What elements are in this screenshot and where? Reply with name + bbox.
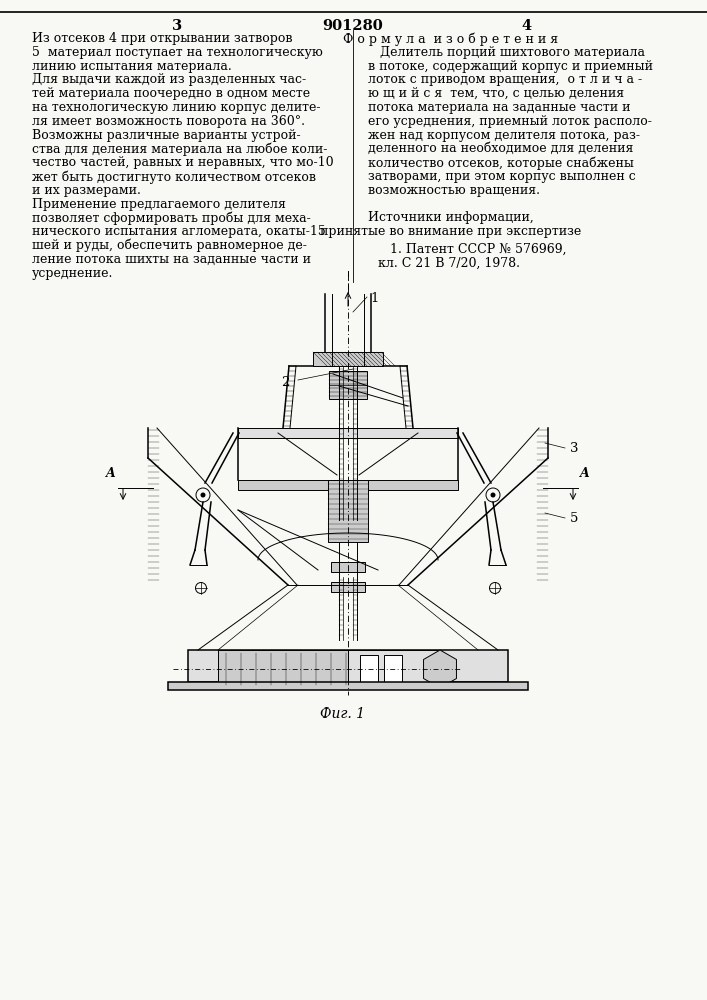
Text: затворами, при этом корпус выполнен с: затворами, при этом корпус выполнен с	[368, 170, 636, 183]
Text: Делитель порций шихтового материала: Делитель порций шихтового материала	[368, 46, 645, 59]
Bar	[329, 371, 367, 399]
Bar	[238, 480, 458, 490]
Text: 1: 1	[370, 292, 378, 306]
Text: Фиг. 1: Фиг. 1	[320, 707, 366, 721]
Text: A: A	[106, 467, 116, 480]
Bar	[328, 480, 368, 542]
Text: деленного на необходимое для деления: деленного на необходимое для деления	[368, 142, 633, 155]
Bar	[168, 682, 528, 690]
Text: чество частей, равных и неравных, что мо-10: чество частей, равных и неравных, что мо…	[32, 156, 334, 169]
Text: и их размерами.: и их размерами.	[32, 184, 141, 197]
Polygon shape	[423, 650, 457, 688]
Text: ля имеет возможность поворота на 360°.: ля имеет возможность поворота на 360°.	[32, 115, 305, 128]
Text: тей материала поочередно в одном месте: тей материала поочередно в одном месте	[32, 87, 310, 100]
Text: шей и руды, обеспечить равномерное де-: шей и руды, обеспечить равномерное де-	[32, 239, 307, 252]
Text: усреднение.: усреднение.	[32, 267, 113, 280]
Bar	[384, 655, 402, 683]
Bar	[331, 562, 365, 572]
Text: потока материала на заданные части и: потока материала на заданные части и	[368, 101, 631, 114]
Text: ление потока шихты на заданные части и: ление потока шихты на заданные части и	[32, 253, 311, 266]
Text: Для выдачи каждой из разделенных час-: Для выдачи каждой из разделенных час-	[32, 73, 306, 86]
Text: жен над корпусом делителя потока, раз-: жен над корпусом делителя потока, раз-	[368, 129, 640, 142]
Bar	[313, 352, 383, 366]
Text: A: A	[580, 467, 590, 480]
Bar	[348, 650, 438, 688]
Text: 901280: 901280	[322, 19, 383, 33]
Text: нического испытания агломерата, окаты-15: нического испытания агломерата, окаты-15	[32, 225, 326, 238]
Circle shape	[201, 492, 206, 497]
Text: ства для деления материала на любое коли-: ства для деления материала на любое коли…	[32, 142, 327, 156]
Text: 2: 2	[281, 375, 290, 388]
Bar	[278, 428, 418, 436]
Text: Применение предлагаемого делителя: Применение предлагаемого делителя	[32, 198, 286, 211]
Text: 3: 3	[570, 442, 578, 454]
Bar	[238, 428, 458, 438]
Text: позволяет сформировать пробы для меха-: позволяет сформировать пробы для меха-	[32, 211, 311, 225]
Text: 5: 5	[570, 512, 578, 524]
Text: линию испытания материала.: линию испытания материала.	[32, 60, 232, 73]
Text: 1. Патент СССР № 576969,: 1. Патент СССР № 576969,	[378, 243, 566, 256]
Text: количество отсеков, которые снабжены: количество отсеков, которые снабжены	[368, 156, 634, 170]
Text: кл. С 21 В 7/20, 1978.: кл. С 21 В 7/20, 1978.	[378, 257, 520, 270]
Text: Ф о р м у л а  и з о б р е т е н и я: Ф о р м у л а и з о б р е т е н и я	[344, 32, 559, 45]
Text: 3: 3	[172, 19, 182, 33]
Bar	[360, 655, 378, 683]
Text: принятые во внимание при экспертизе: принятые во внимание при экспертизе	[320, 225, 582, 238]
Text: на технологическую линию корпус делите-: на технологическую линию корпус делите-	[32, 101, 320, 114]
Bar	[218, 650, 348, 688]
Text: лоток с приводом вращения,  о т л и ч а -: лоток с приводом вращения, о т л и ч а -	[368, 73, 642, 86]
Text: 4: 4	[522, 19, 532, 33]
Text: возможностью вращения.: возможностью вращения.	[368, 184, 540, 197]
Text: Возможны различные варианты устрой-: Возможны различные варианты устрой-	[32, 129, 300, 142]
Bar	[331, 582, 365, 592]
Bar	[188, 650, 508, 682]
Text: его усреднения, приемный лоток располо-: его усреднения, приемный лоток располо-	[368, 115, 652, 128]
Text: жет быть достигнуто количеством отсеков: жет быть достигнуто количеством отсеков	[32, 170, 316, 184]
Text: 5  материал поступает на технологическую: 5 материал поступает на технологическую	[32, 46, 323, 59]
Text: в потоке, содержащий корпус и приемный: в потоке, содержащий корпус и приемный	[368, 60, 653, 73]
Text: ю щ и й с я  тем, что, с целью деления: ю щ и й с я тем, что, с целью деления	[368, 87, 624, 100]
Text: Источники информации,: Источники информации,	[368, 211, 534, 224]
Circle shape	[491, 492, 496, 497]
Text: Из отсеков 4 при открывании затворов: Из отсеков 4 при открывании затворов	[32, 32, 293, 45]
